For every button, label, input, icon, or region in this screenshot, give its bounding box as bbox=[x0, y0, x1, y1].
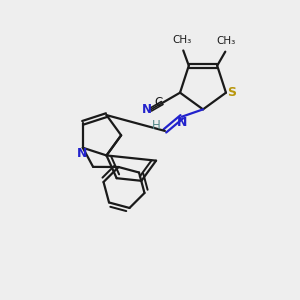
Text: N: N bbox=[177, 116, 187, 128]
Text: H: H bbox=[152, 119, 161, 132]
Text: CH₃: CH₃ bbox=[216, 36, 236, 46]
Text: N: N bbox=[142, 103, 152, 116]
Text: CH₃: CH₃ bbox=[172, 35, 191, 45]
Text: N: N bbox=[77, 147, 87, 160]
Text: S: S bbox=[227, 86, 236, 99]
Text: C: C bbox=[154, 97, 163, 110]
